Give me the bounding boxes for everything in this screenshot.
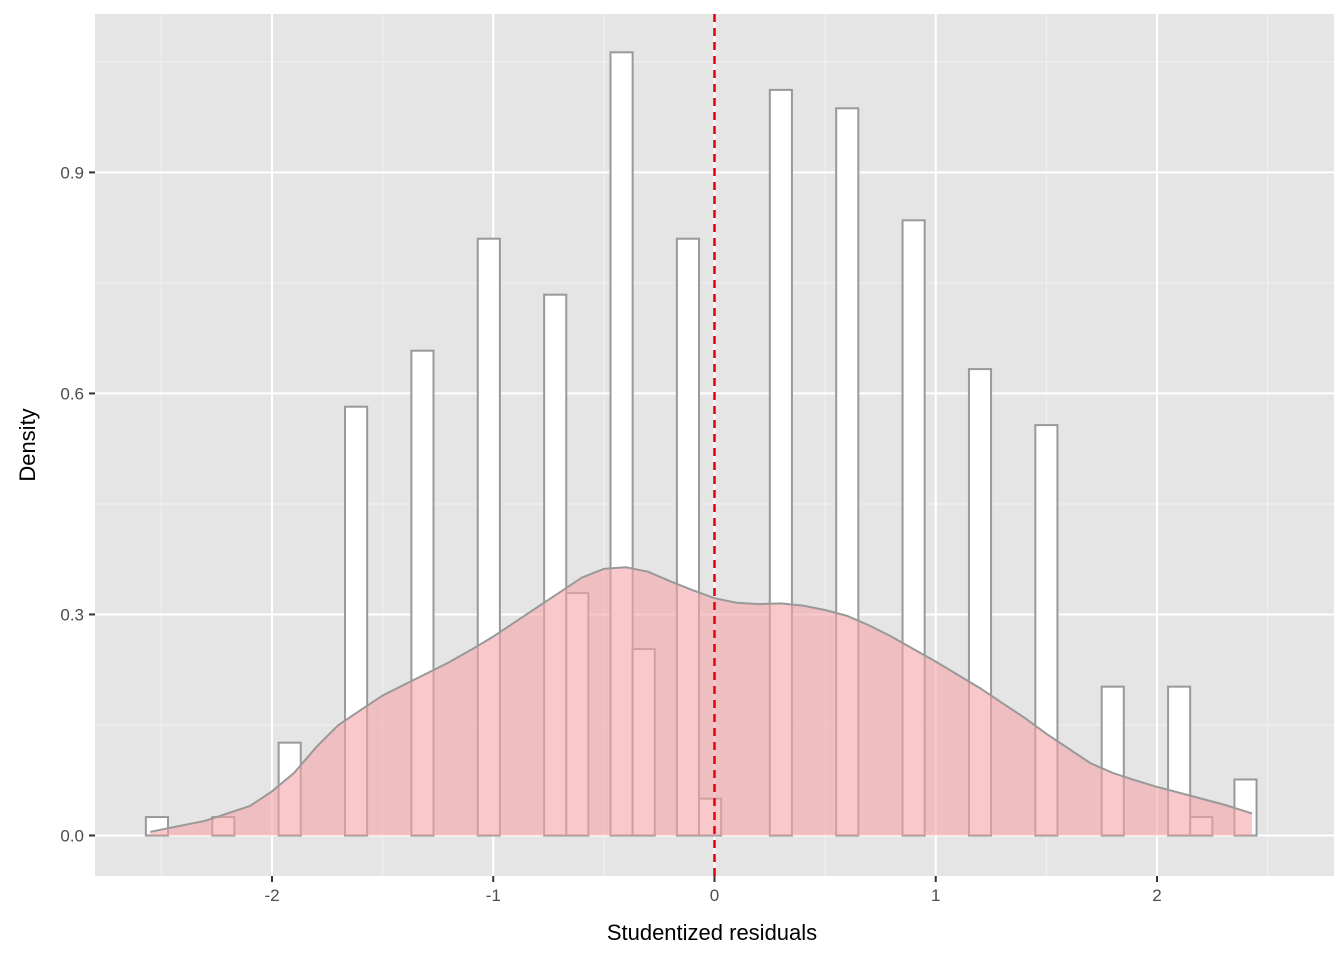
x-axis: -2 -1 0 1 2: [264, 876, 1162, 905]
x-tick-label: -2: [264, 886, 279, 905]
y-tick-label: 0.0: [60, 826, 84, 845]
x-tick-label: 0: [710, 886, 719, 905]
x-tick-label: 2: [1152, 886, 1161, 905]
y-axis: 0.0 0.3 0.6 0.9: [60, 163, 95, 845]
y-tick-label: 0.9: [60, 163, 84, 182]
density-curve: [150, 566, 1253, 833]
x-axis-title: Studentized residuals: [607, 920, 817, 945]
y-tick-label: 0.6: [60, 384, 84, 403]
x-tick-label: -1: [486, 886, 501, 905]
y-axis-title: Density: [15, 408, 40, 481]
x-tick-label: 1: [931, 886, 940, 905]
density-area: [150, 567, 1253, 836]
y-tick-label: 0.3: [60, 605, 84, 624]
